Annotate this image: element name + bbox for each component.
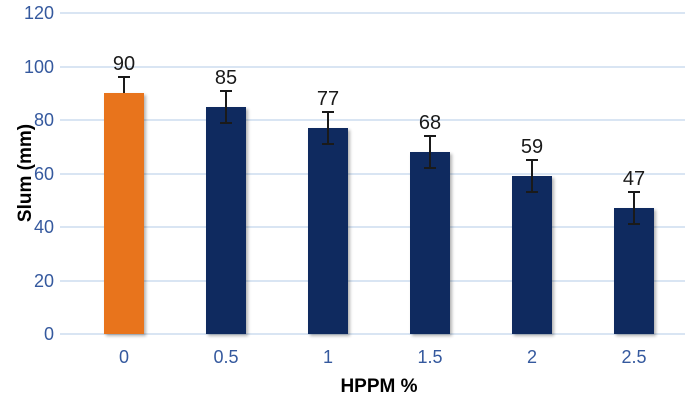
- value-label: 68: [418, 112, 442, 135]
- y-gridline: [60, 333, 685, 335]
- y-gridline: [60, 279, 685, 282]
- bar: [410, 152, 450, 334]
- value-label: 90: [112, 53, 136, 76]
- error-bar-top-cap: [118, 76, 130, 79]
- x-tick-label: 0.5: [213, 347, 239, 367]
- y-tick-label: 80: [33, 110, 54, 130]
- y-tick-label: 40: [33, 217, 54, 237]
- bar: [512, 176, 552, 334]
- error-bar-bottom-cap: [322, 143, 334, 146]
- bar: [614, 208, 654, 334]
- y-gridline: [60, 172, 685, 175]
- error-bar-top-cap: [322, 110, 334, 113]
- x-tick-label: 2.5: [621, 347, 647, 367]
- y-gridline: [60, 226, 685, 228]
- y-tick-label: 120: [23, 3, 54, 23]
- value-label: 47: [622, 168, 646, 191]
- x-tick-label: 1.5: [417, 347, 443, 367]
- error-bar-line: [225, 90, 227, 123]
- error-bar-top-cap: [628, 191, 640, 194]
- error-bar-bottom-cap: [220, 121, 232, 124]
- bar: [104, 93, 144, 334]
- error-bar-line: [429, 136, 431, 169]
- error-bar-line: [633, 192, 635, 225]
- x-tick-label: 2: [526, 347, 538, 367]
- error-bar-bottom-cap: [424, 167, 436, 170]
- x-tick-label: 1: [322, 347, 334, 367]
- y-tick-label: 60: [33, 163, 54, 184]
- error-bar-bottom-cap: [628, 223, 640, 226]
- x-axis-title: HPPM %: [340, 376, 418, 397]
- x-tick-label: 0: [118, 347, 130, 367]
- y-tick-label: 20: [33, 270, 54, 291]
- y-tick-label: 100: [23, 56, 54, 77]
- y-gridline: [60, 12, 685, 14]
- error-bar-bottom-cap: [526, 191, 538, 194]
- value-label: 59: [520, 136, 544, 159]
- bar: [206, 106, 246, 334]
- y-gridline: [60, 65, 685, 68]
- error-bar-line: [123, 77, 125, 94]
- value-label: 85: [214, 66, 238, 89]
- error-bar-line: [327, 111, 329, 145]
- error-bar-top-cap: [220, 89, 232, 92]
- error-bar-top-cap: [526, 159, 538, 162]
- value-label: 77: [316, 87, 340, 110]
- bar: [308, 128, 348, 334]
- error-bar-line: [531, 160, 533, 193]
- y-gridline: [60, 119, 685, 121]
- y-tick-label: 0: [43, 324, 54, 344]
- error-bar-top-cap: [424, 135, 436, 138]
